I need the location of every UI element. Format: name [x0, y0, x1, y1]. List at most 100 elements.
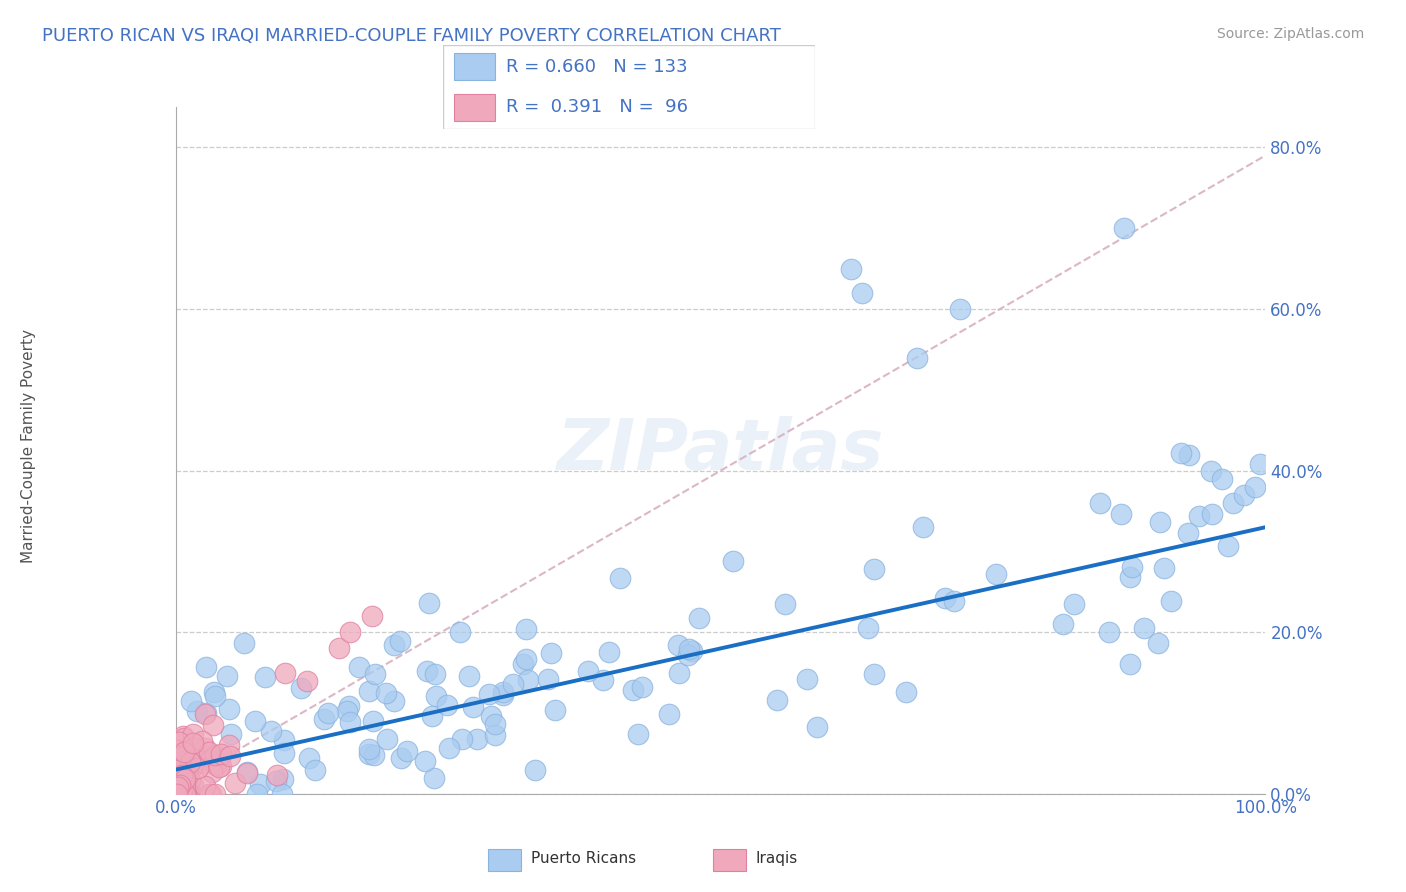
Point — [359, 747, 381, 762]
Point — [170, 749, 193, 764]
Point — [328, 641, 350, 656]
Point — [200, 787, 222, 801]
Point — [1149, 516, 1171, 530]
FancyBboxPatch shape — [713, 849, 747, 871]
Point — [173, 754, 195, 768]
Point — [181, 727, 204, 741]
Point — [943, 594, 966, 608]
Point — [193, 756, 215, 770]
Point — [208, 759, 231, 773]
Point — [194, 706, 217, 721]
Point — [177, 751, 200, 765]
Point — [765, 693, 787, 707]
Point — [949, 301, 972, 316]
Point — [796, 672, 818, 686]
Point — [167, 787, 190, 801]
Point — [190, 734, 212, 748]
Point — [1063, 597, 1085, 611]
Point — [205, 758, 228, 772]
Point — [167, 787, 190, 801]
Point — [298, 751, 321, 765]
FancyBboxPatch shape — [454, 94, 495, 120]
Point — [169, 754, 191, 768]
Point — [314, 713, 336, 727]
Point — [253, 671, 276, 685]
Text: R = 0.660   N = 133: R = 0.660 N = 133 — [506, 58, 688, 76]
Point — [169, 779, 191, 793]
Point — [1147, 636, 1170, 650]
Point — [363, 748, 385, 763]
Point — [177, 787, 200, 801]
Point — [173, 772, 195, 787]
Point — [201, 764, 224, 779]
Point — [194, 659, 217, 673]
Point — [170, 787, 193, 801]
Point — [627, 727, 650, 741]
Point — [347, 660, 370, 674]
Point — [863, 562, 886, 576]
Point — [423, 771, 446, 785]
Point — [174, 745, 197, 759]
Point — [204, 690, 226, 704]
Point — [198, 787, 221, 801]
Point — [389, 751, 412, 765]
Point — [465, 732, 488, 747]
Point — [1243, 480, 1265, 494]
Point — [678, 642, 700, 657]
Text: PUERTO RICAN VS IRAQI MARRIED-COUPLE FAMILY POVERTY CORRELATION CHART: PUERTO RICAN VS IRAQI MARRIED-COUPLE FAM… — [42, 27, 782, 45]
Point — [449, 625, 471, 640]
Point — [173, 787, 195, 801]
Point — [841, 261, 863, 276]
Point — [1160, 593, 1182, 607]
Point — [395, 744, 418, 758]
Point — [167, 735, 190, 749]
Point — [1109, 507, 1132, 521]
Point — [224, 776, 246, 790]
Point — [274, 665, 297, 680]
Point — [208, 750, 231, 764]
Point — [166, 780, 188, 794]
Point — [479, 708, 502, 723]
Point — [339, 715, 361, 730]
Point — [1121, 560, 1143, 574]
Point — [492, 685, 515, 699]
Point — [621, 682, 644, 697]
Point — [195, 706, 218, 720]
Point — [905, 351, 928, 365]
Point — [174, 744, 197, 758]
Point — [361, 714, 384, 729]
Point — [515, 622, 537, 636]
Point — [180, 694, 202, 708]
Point — [1216, 539, 1239, 553]
Point — [209, 759, 232, 773]
Point — [658, 706, 681, 721]
Point — [236, 765, 259, 780]
Point — [437, 741, 460, 756]
Point — [516, 673, 538, 687]
Point — [1088, 496, 1111, 510]
Point — [316, 706, 339, 721]
Point — [172, 769, 194, 783]
Point — [1118, 657, 1140, 671]
FancyBboxPatch shape — [488, 849, 522, 871]
Point — [425, 667, 447, 681]
Point — [478, 687, 501, 701]
Point — [544, 703, 567, 717]
Point — [169, 777, 191, 791]
Point — [666, 639, 689, 653]
Point — [1052, 617, 1074, 632]
Point — [165, 780, 187, 794]
Point — [336, 704, 359, 718]
Point — [169, 778, 191, 792]
Point — [190, 752, 212, 766]
Point — [166, 784, 188, 798]
Point — [1249, 457, 1271, 471]
Point — [723, 554, 745, 568]
Point — [218, 738, 240, 752]
Point — [375, 732, 398, 747]
Point — [172, 768, 194, 782]
Point — [165, 782, 187, 797]
Point — [858, 621, 880, 635]
Point — [360, 609, 382, 624]
Point — [681, 643, 703, 657]
